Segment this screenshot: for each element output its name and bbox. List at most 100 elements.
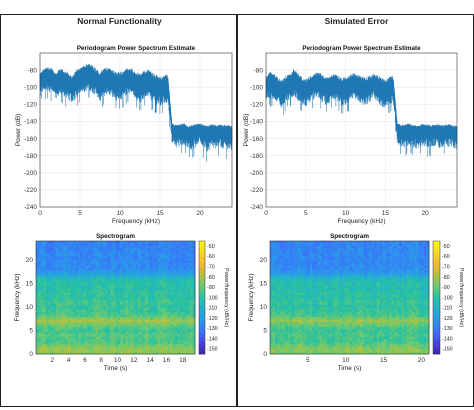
x-tick-label: 18	[179, 357, 187, 364]
y-tick-label: 5	[29, 328, 33, 335]
y-tick-label: -180	[250, 153, 263, 160]
y-tick-label: 0	[263, 351, 267, 358]
column-title-normal: Normal Functionality	[77, 16, 162, 26]
colorbar-error	[433, 241, 440, 355]
x-tick-label: 4	[67, 357, 71, 364]
spectrogram-ylabel: Frequency (kHz)	[14, 273, 21, 321]
y-tick-label: -200	[250, 170, 263, 177]
y-tick-label: 10	[260, 304, 268, 311]
colorbar-tick-label: -70	[207, 264, 215, 270]
spectrogram-cells-normal	[36, 241, 196, 355]
psd-line	[39, 72, 233, 132]
y-tick-label: -240	[24, 204, 37, 211]
y-tick-label: -120	[24, 102, 37, 109]
colorbar-tick-label: -120	[442, 316, 453, 322]
x-tick-label: 15	[380, 357, 388, 364]
y-tick-label: 20	[260, 257, 268, 264]
spectrogram-xlabel: Time (s)	[338, 365, 362, 372]
x-tick-label: 12	[130, 357, 138, 364]
y-tick-label: -240	[250, 204, 263, 211]
x-tick-label: 10	[114, 357, 122, 364]
colorbar-tick-label: -90	[207, 285, 215, 291]
periodogram-xlabel: Frequency (kHz)	[112, 218, 160, 225]
y-tick-label: -100	[24, 84, 37, 91]
y-tick-label: -140	[250, 119, 263, 126]
y-tick-label: 15	[26, 281, 34, 288]
x-tick-label: 0	[38, 210, 42, 217]
x-tick-label: 5	[306, 357, 310, 364]
x-tick-label: 10	[342, 210, 350, 217]
y-tick-label: -220	[24, 187, 37, 194]
spectrogram-title: Spectrogram	[96, 233, 135, 240]
x-tick-label: 15	[382, 210, 390, 217]
y-tick-label: 0	[29, 351, 33, 358]
spectrogram-xlabel: Time (s)	[104, 365, 128, 372]
y-tick-label: -140	[24, 119, 37, 126]
colorbar-tick-label: -50	[207, 244, 215, 250]
y-tick-label: 20	[26, 257, 34, 264]
periodogram-xlabel: Frequency (kHz)	[337, 218, 385, 225]
x-tick-label: 20	[422, 210, 430, 217]
y-tick-label: 10	[26, 304, 34, 311]
colorbar-tick-label: -90	[442, 285, 450, 291]
colorbar-label: Power/frequency (dB/Hz)	[458, 268, 464, 327]
y-tick-label: 5	[263, 328, 267, 335]
spectrogram-axes-box	[269, 240, 430, 355]
colorbar-tick-label: -130	[207, 326, 218, 332]
x-tick-label: 8	[99, 357, 103, 364]
x-tick-label: 10	[342, 357, 350, 364]
x-tick-label: 20	[418, 357, 426, 364]
periodogram-ylabel: Power (dB)	[15, 114, 22, 147]
y-tick-label: -220	[250, 187, 263, 194]
colorbar-tick-label: -130	[442, 326, 453, 332]
x-tick-label: 6	[83, 357, 87, 364]
colorbar-tick-label: -110	[442, 306, 452, 312]
colorbar-box	[198, 240, 206, 355]
y-tick-label: -80	[28, 67, 38, 74]
spectrogram-axes-box	[35, 240, 196, 355]
y-tick-label: -120	[250, 102, 263, 109]
x-tick-label: 5	[78, 210, 82, 217]
periodogram-axes-box	[265, 52, 458, 208]
y-tick-label: -160	[250, 136, 263, 143]
colorbar-normal	[199, 241, 205, 355]
y-tick-label: -100	[250, 84, 263, 91]
colorbar-tick-label: -150	[207, 347, 218, 353]
colorbar-tick-label: -140	[207, 336, 218, 342]
y-tick-label: -80	[254, 67, 264, 74]
colorbar-tick-label: -60	[442, 254, 450, 260]
x-tick-label: 2	[50, 357, 54, 364]
spectrogram-cells-error	[270, 241, 430, 355]
colorbar-tick-label: -50	[442, 244, 450, 250]
colorbar-box	[432, 240, 441, 355]
colorbar-tick-label: -100	[442, 295, 453, 301]
y-tick-label: -180	[24, 153, 37, 160]
x-tick-label: 5	[304, 210, 308, 217]
y-tick-label: -200	[24, 170, 37, 177]
x-tick-label: 20	[196, 210, 204, 217]
column-title-error: Simulated Error	[324, 16, 389, 26]
x-tick-label: 15	[156, 210, 164, 217]
colorbar-tick-label: -60	[207, 254, 215, 260]
psd-line	[265, 80, 458, 132]
y-tick-label: 15	[260, 281, 268, 288]
periodogram-title: Periodogram Power Spectrum Estimate	[302, 45, 421, 52]
x-tick-label: 16	[163, 357, 171, 364]
colorbar-tick-label: -150	[442, 347, 453, 353]
colorbar-tick-label: -110	[207, 306, 217, 312]
x-tick-label: 10	[116, 210, 124, 217]
colorbar-label: Power/frequency (dB/Hz)	[223, 268, 229, 327]
colorbar-tick-label: -100	[207, 295, 218, 301]
y-tick-label: -160	[24, 136, 37, 143]
x-tick-label: 14	[147, 357, 155, 364]
spectrogram-ylabel: Frequency (kHz)	[248, 273, 255, 321]
colorbar-tick-label: -140	[442, 336, 453, 342]
periodogram-axes-box	[39, 52, 233, 208]
periodogram-ylabel: Power (dB)	[243, 114, 250, 147]
spectrogram-title: Spectrogram	[330, 233, 369, 240]
colorbar-tick-label: -80	[442, 275, 450, 281]
colorbar-tick-label: -80	[207, 275, 215, 281]
colorbar-tick-label: -120	[207, 316, 218, 322]
colorbar-tick-label: -70	[442, 264, 450, 270]
